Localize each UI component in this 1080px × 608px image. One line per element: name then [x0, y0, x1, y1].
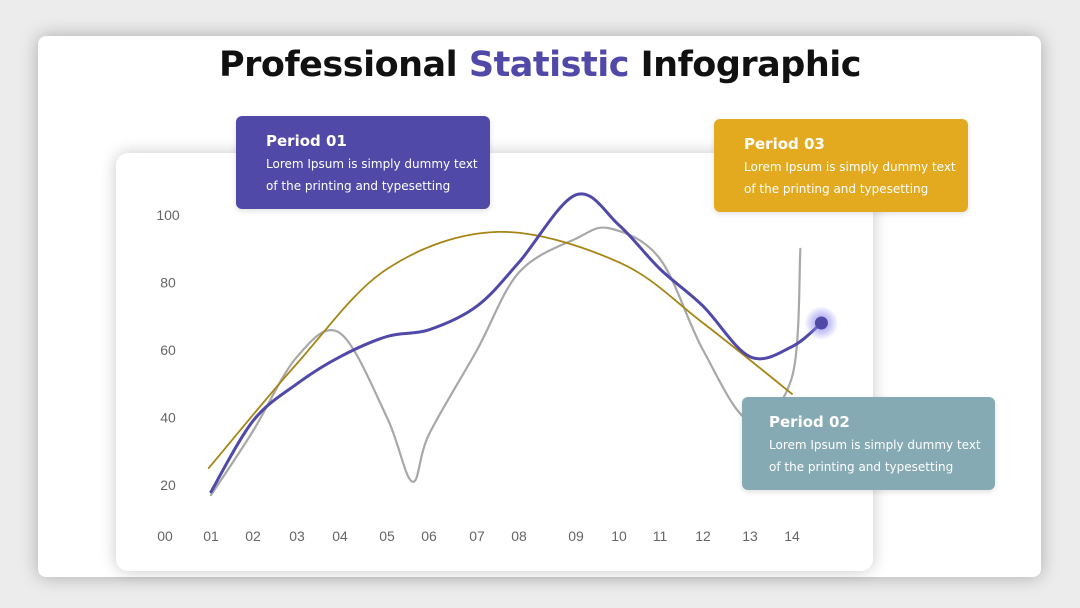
callout-title: Period 02	[769, 413, 850, 431]
series-line-2	[207, 230, 793, 469]
y-tick-label: 20	[160, 477, 176, 493]
page-title: Professional Statistic Infographic	[0, 40, 1080, 90]
callout-period-03: Period 03 Lorem Ipsum is simply dummy te…	[714, 119, 968, 212]
x-tick-label: 09	[568, 528, 584, 544]
title-part-1: Professional	[219, 45, 469, 85]
x-tick-label: 05	[379, 528, 395, 544]
x-tick-label: 14	[784, 528, 800, 544]
x-tick-label: 02	[245, 528, 261, 544]
x-tick-label: 11	[653, 528, 668, 544]
x-axis: 00 01 02 03 04 05 06 07 08 09 10 11 12 13 14	[157, 528, 800, 544]
x-tick-label: 13	[742, 528, 758, 544]
y-tick-label: 40	[160, 410, 176, 426]
callout-text: Lorem Ipsum is simply dummy text of the …	[266, 157, 478, 193]
callout-text: Lorem Ipsum is simply dummy text of the …	[744, 160, 956, 196]
callout-text: Lorem Ipsum is simply dummy text of the …	[769, 438, 981, 474]
x-tick-label: 03	[289, 528, 305, 544]
y-tick-label: 100	[156, 207, 180, 223]
x-tick-label: 01	[203, 528, 219, 544]
marker-layer	[804, 306, 839, 340]
series-line-3	[209, 226, 802, 497]
series-line-1	[209, 192, 823, 494]
highlight-marker	[814, 316, 828, 330]
callout-period-02: Period 02 Lorem Ipsum is simply dummy te…	[742, 397, 995, 490]
y-tick-label: 60	[160, 342, 176, 358]
callout-title: Period 01	[266, 132, 347, 150]
title-part-2: Infographic	[628, 45, 862, 85]
x-tick-label: 12	[695, 528, 711, 544]
x-tick-label: 10	[611, 528, 627, 544]
series-layer	[207, 192, 823, 497]
x-tick-label: 00	[157, 528, 173, 544]
x-tick-label: 07	[469, 528, 485, 544]
x-tick-label: 06	[421, 528, 437, 544]
y-tick-label: 80	[160, 275, 176, 291]
x-tick-label: 08	[511, 528, 527, 544]
callout-period-01: Period 01 Lorem Ipsum is simply dummy te…	[236, 116, 490, 209]
title-accent: Statistic	[468, 45, 630, 85]
chart-card	[116, 153, 873, 571]
y-axis: 20 40 60 80 100	[156, 207, 180, 493]
callout-title: Period 03	[744, 135, 825, 153]
x-tick-label: 04	[332, 528, 348, 544]
